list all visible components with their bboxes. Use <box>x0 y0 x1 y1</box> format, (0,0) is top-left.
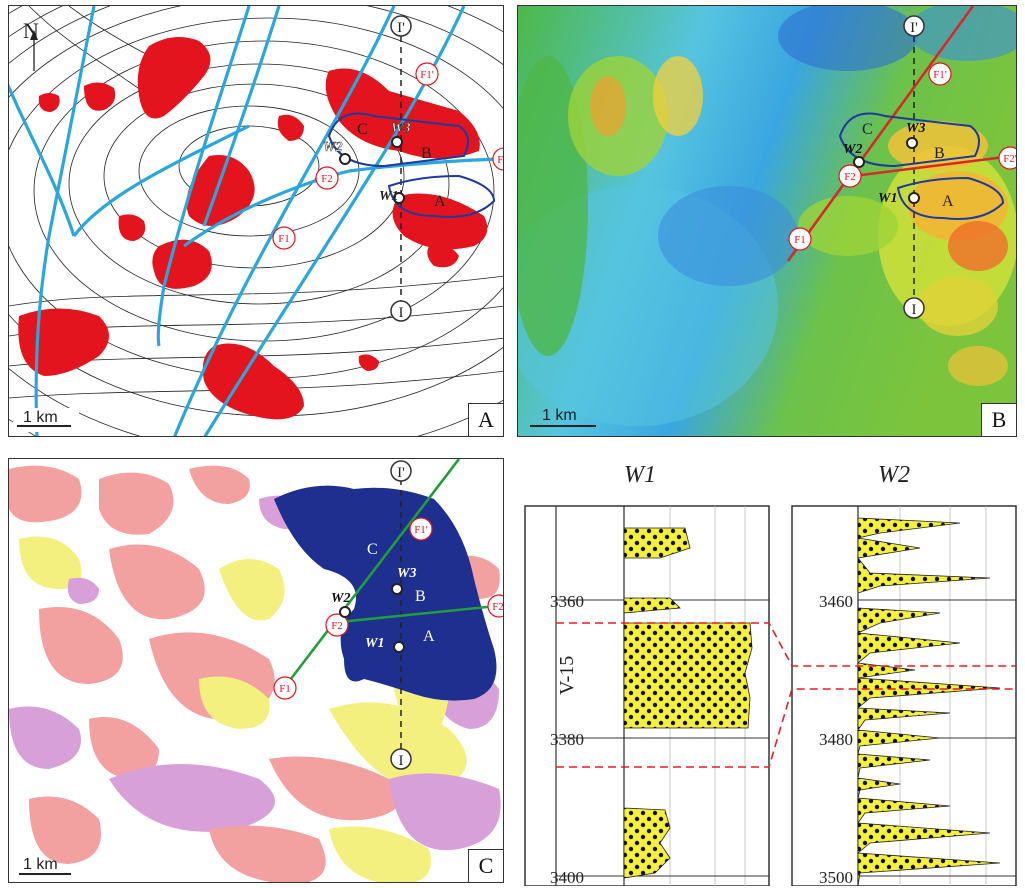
svg-text:I: I <box>399 753 404 769</box>
w1-depth-tick-3: 3400 <box>550 868 584 886</box>
svg-text:W3: W3 <box>906 121 925 136</box>
fault-labels: F1' F2' F2 F1 <box>788 62 1017 251</box>
w2-depth-tick-1: 3460 <box>819 592 853 611</box>
svg-text:F1: F1 <box>278 233 290 245</box>
svg-text:F2: F2 <box>321 173 333 185</box>
wells: W3 W2 W1 <box>331 566 416 653</box>
fault-labels: F1' F2' F2 F1 <box>273 517 504 700</box>
w2-depth-tick-3: 3500 <box>819 868 853 886</box>
reservoir-body <box>274 485 497 701</box>
log-title-w2: W2 <box>878 462 910 488</box>
svg-text:F2: F2 <box>844 171 856 183</box>
section-end-bottom: I <box>390 300 412 322</box>
reservoir-outlines <box>838 112 1005 220</box>
well-log-correlation: V-15 3360 3380 3400 3460 3480 3500 <box>524 505 1017 886</box>
facies-patches <box>9 465 501 882</box>
north-arrow: N <box>23 18 39 71</box>
w1-track: V-15 3360 3380 3400 <box>524 505 770 886</box>
wells: W3 W2 W1 <box>843 121 925 206</box>
svg-text:W3: W3 <box>397 566 416 581</box>
section-end-top: I' <box>390 15 412 37</box>
svg-text:F1: F1 <box>794 234 806 246</box>
svg-text:1 km: 1 km <box>542 407 577 424</box>
svg-text:W3: W3 <box>391 121 410 136</box>
w2-depth-tick-2: 3480 <box>819 730 853 749</box>
attribute-patches <box>518 6 1016 426</box>
structure-map-canvas: N 1 km I' I F1' F2' F2 F1 <box>9 6 504 436</box>
correlation-lines <box>556 622 1016 768</box>
svg-text:I': I' <box>397 20 405 36</box>
zone-letters: C B A <box>367 541 435 645</box>
zone-letters: C B A <box>357 121 446 210</box>
wells: W3 W2 W1 <box>323 121 411 204</box>
fault-labels: F1' F2' F2 F1 <box>272 62 504 250</box>
svg-text:A: A <box>942 193 954 210</box>
svg-text:I: I <box>399 305 404 321</box>
w1-depth-tick-1: 3360 <box>550 592 584 611</box>
reservoir-outlines <box>327 112 496 218</box>
svg-text:W1: W1 <box>878 191 897 206</box>
svg-text:B: B <box>421 145 432 162</box>
panel-a-structure-map: N 1 km I' I F1' F2' F2 F1 <box>8 5 504 437</box>
svg-text:W1: W1 <box>379 189 398 204</box>
fault-lines <box>285 459 498 685</box>
svg-text:F2': F2' <box>492 601 504 613</box>
svg-text:F2: F2 <box>331 620 343 632</box>
amplitude-anomalies <box>18 37 488 420</box>
svg-text:W2: W2 <box>323 140 342 155</box>
svg-text:I': I' <box>397 465 405 481</box>
panel-label-a: A <box>468 403 503 436</box>
w1-depth-tick-2: 3380 <box>550 730 584 749</box>
svg-text:C: C <box>367 541 378 558</box>
zone-letters: C B A <box>862 121 954 210</box>
svg-text:1 km: 1 km <box>23 409 58 426</box>
svg-text:B: B <box>415 588 426 605</box>
panel-b-attribute-map: I' I F1' F2' F2 F1 W3 W2 W1 C B A <box>517 5 1017 437</box>
section-end-top: I' <box>903 15 925 37</box>
scale-bar: 1 km <box>19 856 71 875</box>
svg-text:B: B <box>934 145 945 162</box>
w2-track: 3460 3480 3500 <box>791 505 1017 886</box>
panel-label-b: B <box>981 403 1016 436</box>
svg-text:I': I' <box>910 20 918 36</box>
svg-text:F1': F1' <box>933 69 947 81</box>
panel-label-c: C <box>468 849 503 882</box>
svg-text:A: A <box>423 628 435 645</box>
scale-bar: 1 km <box>530 407 596 427</box>
fault-lines <box>786 6 1014 262</box>
svg-text:F1': F1' <box>414 524 428 536</box>
svg-text:W1: W1 <box>365 636 384 651</box>
scale-bar: 1 km <box>13 408 79 432</box>
svg-text:C: C <box>357 121 368 138</box>
section-end-bottom: I <box>903 297 925 319</box>
svg-text:W2: W2 <box>843 142 862 157</box>
section-end-top: I' <box>390 460 412 482</box>
svg-text:F2': F2' <box>1003 153 1017 165</box>
section-end-bottom: I <box>390 748 412 770</box>
svg-text:I: I <box>912 302 917 318</box>
attribute-map-canvas: I' I F1' F2' F2 F1 W3 W2 W1 C B A <box>518 6 1017 436</box>
w2-sand-curve <box>856 506 1001 886</box>
facies-map-canvas: I' I F1' F2' F2 F1 W3 W2 W1 C B A <box>9 459 504 882</box>
panel-c-facies-map: I' I F1' F2' F2 F1 W3 W2 W1 C B A <box>8 458 504 883</box>
svg-text:F1': F1' <box>420 69 434 81</box>
svg-text:F2': F2' <box>497 154 504 166</box>
svg-text:1 km: 1 km <box>23 856 58 873</box>
svg-text:N: N <box>23 18 39 43</box>
svg-text:W2: W2 <box>331 591 350 606</box>
svg-text:C: C <box>862 121 873 138</box>
svg-text:A: A <box>434 193 446 210</box>
svg-text:F1: F1 <box>279 683 291 695</box>
fault-lines <box>9 6 500 436</box>
log-title-w1: W1 <box>624 462 656 488</box>
w1-sand-curve <box>623 506 753 879</box>
formation-label: V-15 <box>556 656 578 695</box>
